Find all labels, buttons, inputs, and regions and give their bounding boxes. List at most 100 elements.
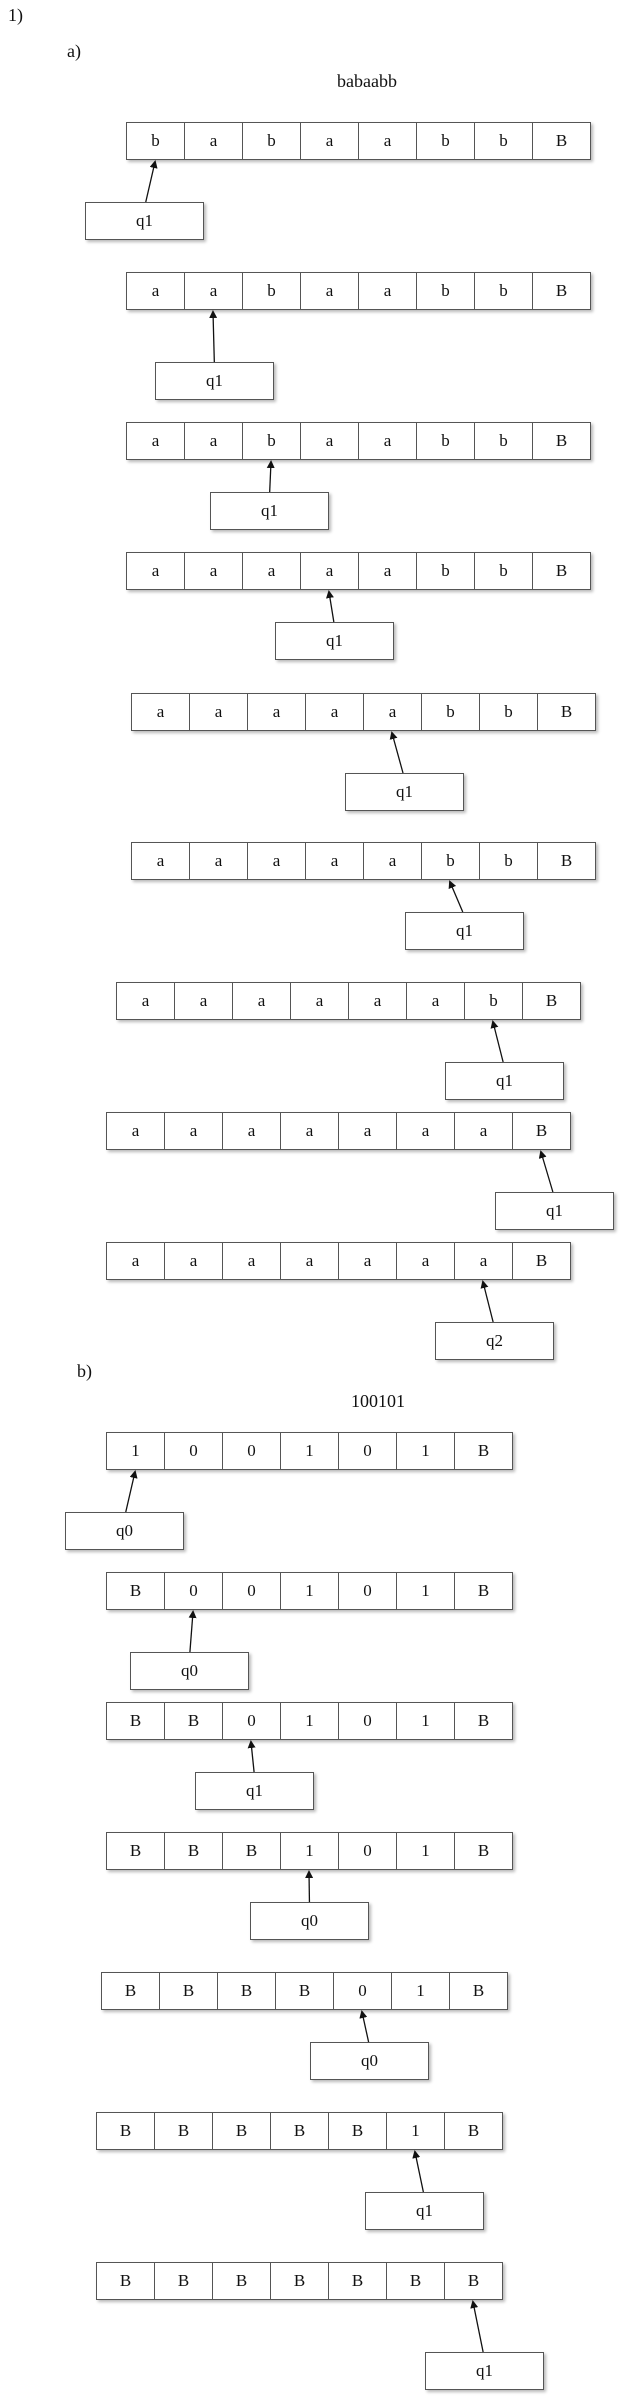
tape-cell: a: [126, 552, 185, 590]
tape-cell: b: [474, 422, 533, 460]
tape-cell: a: [454, 1112, 513, 1150]
tape-cell: b: [474, 122, 533, 160]
tape-cell: B: [454, 1572, 513, 1610]
tape-cell: b: [464, 982, 523, 1020]
part-a-state-box-step-4: q1: [275, 622, 394, 660]
part-b-state-box-step-5: q0: [310, 2042, 429, 2080]
tape-cell: a: [348, 982, 407, 1020]
tape-cell: a: [174, 982, 233, 1020]
tape-cell: B: [96, 2262, 155, 2300]
tape-cell: B: [532, 272, 591, 310]
tape-cell: 1: [396, 1432, 455, 1470]
part-b-state-box-step-3: q1: [195, 1772, 314, 1810]
tape-cell: B: [454, 1432, 513, 1470]
part-a-state-box-step-9: q2: [435, 1322, 554, 1360]
tape-cell: 0: [338, 1832, 397, 1870]
tape-cell: 0: [222, 1572, 281, 1610]
tape-cell: B: [444, 2262, 503, 2300]
tape-cell: a: [300, 122, 359, 160]
tape-cell: B: [217, 1972, 276, 2010]
tape-cell: a: [131, 693, 190, 731]
tape-cell: a: [396, 1112, 455, 1150]
tape-cell: B: [270, 2112, 329, 2150]
tape-cell: B: [454, 1702, 513, 1740]
tape-cell: a: [280, 1242, 339, 1280]
tape-cell: a: [363, 693, 422, 731]
tape-cell: 1: [391, 1972, 450, 2010]
tape-cell: B: [222, 1832, 281, 1870]
tape-cell: a: [189, 693, 248, 731]
tape-cell: 0: [333, 1972, 392, 2010]
head-pointer-arrow: [448, 880, 464, 913]
tape-cell: a: [280, 1112, 339, 1150]
tape-cell: 0: [338, 1432, 397, 1470]
tape-cell: B: [386, 2262, 445, 2300]
tape-cell: a: [126, 272, 185, 310]
tape-cell: B: [532, 552, 591, 590]
head-pointer-arrow: [145, 160, 158, 203]
head-pointer-arrow: [359, 2010, 370, 2043]
part-a-state-box-step-7: q1: [445, 1062, 564, 1100]
tape-cell: a: [358, 552, 417, 590]
tape-cell: a: [300, 552, 359, 590]
part-b-state-box-step-2: q0: [130, 1652, 249, 1690]
tape-cell: 1: [280, 1832, 339, 1870]
tape-cell: a: [338, 1112, 397, 1150]
tape-cell: B: [449, 1972, 508, 2010]
part-b-state-box-step-1: q0: [65, 1512, 184, 1550]
tape-cell: B: [154, 2112, 213, 2150]
tape-cell: a: [358, 272, 417, 310]
tape-cell: a: [290, 982, 349, 1020]
tape-cell: a: [358, 122, 417, 160]
tape-cell: b: [479, 842, 538, 880]
tape-cell: a: [222, 1242, 281, 1280]
head-pointer-arrow: [188, 1610, 197, 1653]
tape-cell: a: [305, 693, 364, 731]
tape-cell: a: [116, 982, 175, 1020]
tape-cell: b: [242, 272, 301, 310]
tape-cell: a: [454, 1242, 513, 1280]
tape-cell: a: [247, 693, 306, 731]
tape-cell: a: [406, 982, 465, 1020]
tape-cell: a: [189, 842, 248, 880]
tape-cell: B: [537, 842, 596, 880]
tape-cell: a: [305, 842, 364, 880]
tape-cell: B: [164, 1702, 223, 1740]
tape-cell: b: [421, 693, 480, 731]
tape-cell: a: [247, 842, 306, 880]
tape-cell: B: [101, 1972, 160, 2010]
tape-cell: 0: [338, 1572, 397, 1610]
head-pointer-arrow: [125, 1470, 138, 1513]
tape-cell: b: [416, 552, 475, 590]
head-pointer-arrow: [209, 310, 218, 363]
part-a-state-box-step-6: q1: [405, 912, 524, 950]
tape-cell: a: [106, 1242, 165, 1280]
head-pointer-arrow: [326, 590, 335, 623]
tape-cell: b: [474, 272, 533, 310]
part-a-state-box-step-3: q1: [210, 492, 329, 530]
head-pointer-arrow: [470, 2300, 484, 2353]
tape-cell: b: [416, 122, 475, 160]
tape-cell: 0: [338, 1702, 397, 1740]
tape-cell: B: [512, 1112, 571, 1150]
tape-cell: 1: [280, 1702, 339, 1740]
tape-cell: a: [242, 552, 301, 590]
part-a-state-box-step-2: q1: [155, 362, 274, 400]
tape-cell: a: [363, 842, 422, 880]
part-a-input-string: babaabb: [337, 71, 397, 91]
tape-cell: 1: [280, 1572, 339, 1610]
head-pointer-arrow: [490, 1020, 504, 1063]
part-b-input-string: 100101: [351, 1391, 405, 1411]
part-b-label: b): [77, 1361, 92, 1381]
